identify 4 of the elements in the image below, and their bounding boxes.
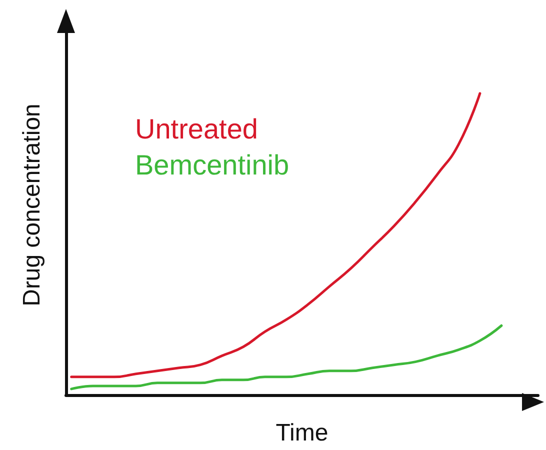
x-axis-title: Time: [276, 420, 328, 446]
text: Untreated: [135, 114, 258, 144]
y-axis-title: Drug concentration: [18, 104, 46, 306]
text: Bemcentinib: [135, 150, 290, 180]
